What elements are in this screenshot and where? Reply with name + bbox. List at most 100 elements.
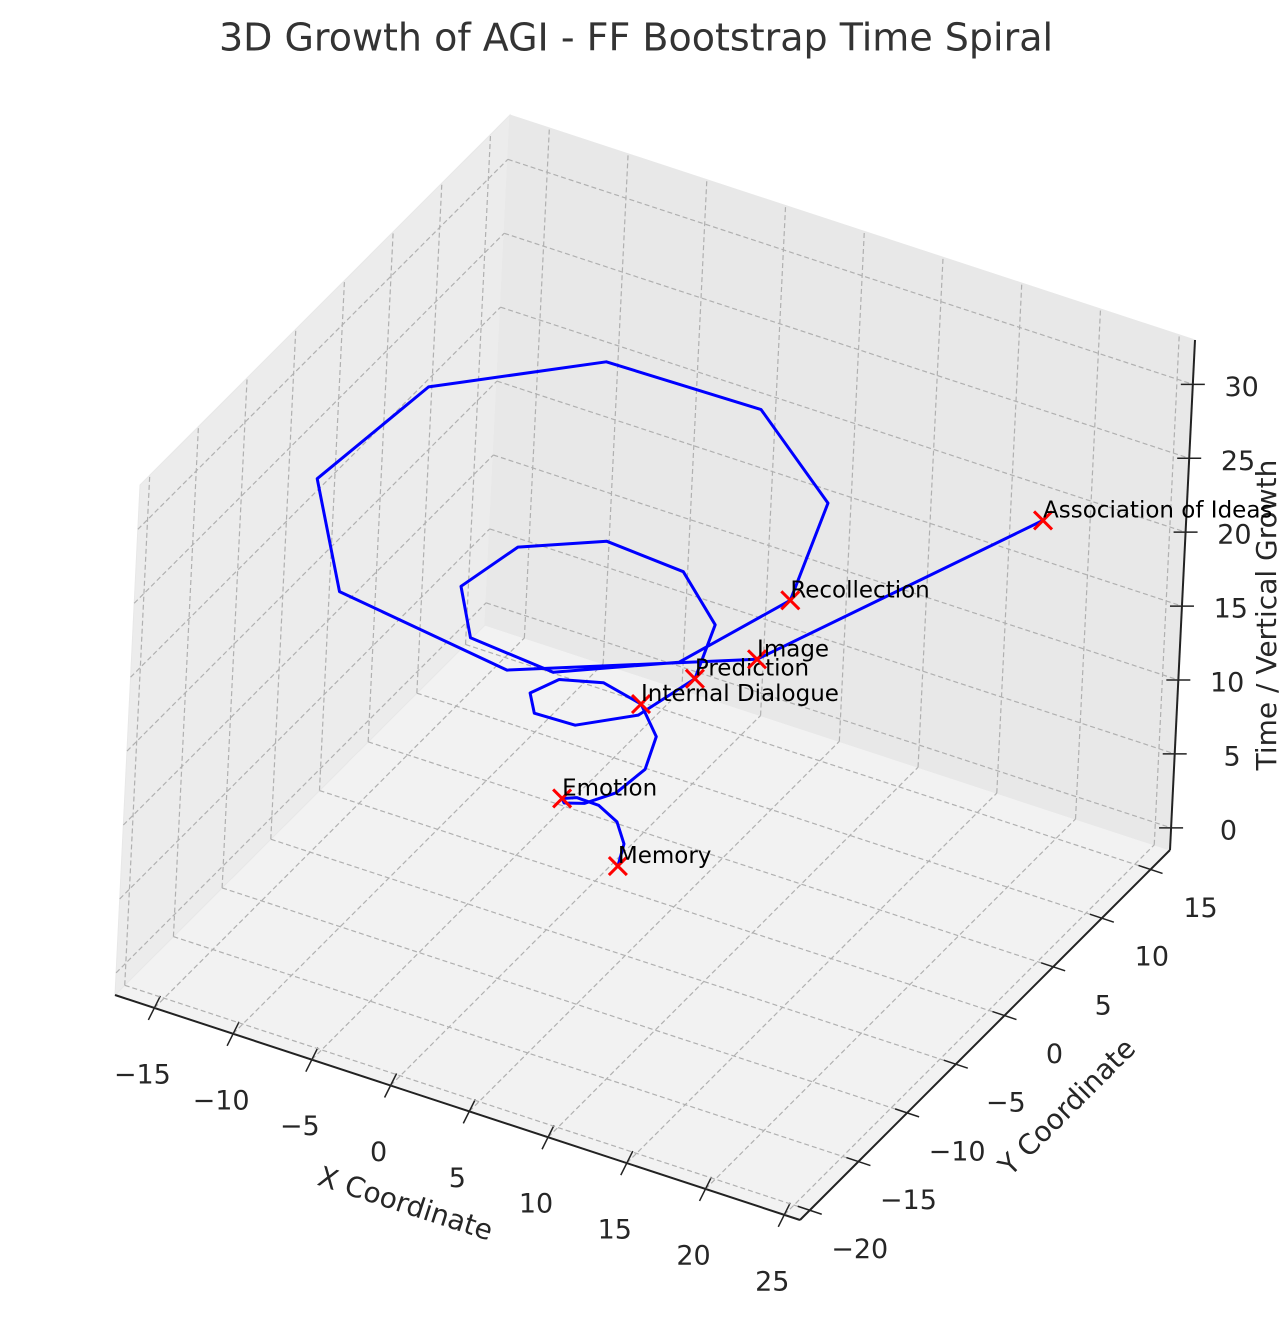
point-marker bbox=[780, 590, 801, 611]
grid-line bbox=[416, 183, 443, 694]
grid-line bbox=[996, 283, 1023, 794]
marker-stroke bbox=[684, 668, 705, 689]
y-tick-label: 15 bbox=[1183, 893, 1217, 924]
x-tick-label: −10 bbox=[193, 1085, 250, 1116]
tick-mark bbox=[698, 1176, 713, 1202]
grid-line bbox=[130, 306, 502, 678]
z-tick-label: 20 bbox=[1217, 520, 1251, 551]
grid-line bbox=[137, 158, 509, 530]
grid-line bbox=[917, 257, 944, 768]
grid-line bbox=[493, 454, 1179, 681]
axis-line bbox=[114, 994, 801, 1221]
marker-stroke bbox=[607, 855, 628, 877]
grid-line bbox=[311, 689, 683, 1061]
y-tick-label: −10 bbox=[929, 1136, 986, 1167]
grid-line bbox=[232, 663, 604, 1035]
x-tick-label: 25 bbox=[755, 1266, 789, 1297]
axis-line bbox=[1169, 339, 1196, 851]
grid-line bbox=[133, 232, 505, 604]
point-label: Prediction bbox=[695, 656, 809, 682]
z-tick-label: 0 bbox=[1220, 815, 1237, 846]
point-marker bbox=[607, 855, 628, 877]
grid-line bbox=[464, 134, 492, 645]
grid-line bbox=[523, 127, 550, 638]
grid-line bbox=[416, 692, 1103, 919]
tick-mark bbox=[620, 1150, 634, 1176]
tick-mark bbox=[226, 1021, 240, 1047]
grid-line bbox=[122, 454, 494, 826]
grid-line bbox=[489, 528, 1175, 755]
grid-line bbox=[1074, 308, 1102, 819]
grid-line bbox=[500, 306, 1186, 533]
grid-line bbox=[221, 887, 908, 1114]
grid-line bbox=[367, 741, 1054, 968]
tick-mark bbox=[1089, 913, 1115, 923]
grid-line bbox=[504, 232, 1190, 459]
x-tick-label: 5 bbox=[449, 1163, 466, 1194]
tick-mark bbox=[305, 1047, 319, 1072]
point-marker bbox=[746, 649, 768, 670]
tick-mark bbox=[1138, 864, 1163, 875]
grid-line bbox=[270, 838, 956, 1065]
grid-line bbox=[115, 602, 487, 974]
y-tick-label: 10 bbox=[1135, 942, 1169, 973]
grid-line bbox=[221, 377, 248, 888]
grid-line bbox=[172, 426, 200, 937]
grid-line bbox=[318, 280, 346, 791]
point-marker bbox=[630, 693, 652, 715]
z-tick-label: 15 bbox=[1214, 594, 1248, 625]
grid-line bbox=[1153, 334, 1180, 845]
grid-line bbox=[626, 792, 998, 1164]
tick-mark bbox=[462, 1099, 476, 1124]
grid-line bbox=[126, 380, 498, 752]
grid-line bbox=[496, 380, 1183, 607]
tick-mark bbox=[894, 1108, 920, 1118]
z-axis-label: Time / Vertical Growth bbox=[1250, 460, 1283, 772]
grid-line bbox=[367, 231, 394, 742]
x-tick-label: 10 bbox=[519, 1189, 553, 1220]
marker-stroke bbox=[746, 649, 768, 670]
point-label: Emotion bbox=[562, 775, 657, 801]
point-marker bbox=[552, 788, 573, 809]
grid-line bbox=[119, 528, 491, 900]
z-tick-label: 5 bbox=[1224, 741, 1241, 772]
x-tick-label: 20 bbox=[676, 1240, 710, 1271]
tick-mark bbox=[1040, 962, 1066, 972]
grid-line bbox=[838, 231, 865, 742]
point-label: Internal Dialogue bbox=[641, 681, 839, 707]
point-marker bbox=[1032, 510, 1054, 531]
y-tick-label: −5 bbox=[986, 1088, 1026, 1119]
grid-line bbox=[507, 158, 1194, 385]
grid-line bbox=[390, 715, 761, 1086]
grid-line bbox=[124, 475, 151, 986]
grid-line bbox=[468, 740, 840, 1112]
grid-line bbox=[681, 179, 708, 690]
tick-mark bbox=[992, 1010, 1017, 1021]
chart-title: 3D Growth of AGI - FF Bootstrap Time Spi… bbox=[219, 16, 1053, 60]
point-label: Association of Ideas bbox=[1043, 497, 1272, 523]
z-tick-label: 25 bbox=[1221, 446, 1255, 477]
y-tick-label: −20 bbox=[831, 1234, 888, 1265]
axis-line bbox=[799, 849, 1171, 1221]
x-tick-label: 15 bbox=[598, 1215, 632, 1246]
y-tick-label: 0 bbox=[1046, 1039, 1063, 1070]
point-marker bbox=[684, 668, 705, 689]
x-axis-label: X Coordinate bbox=[314, 1160, 497, 1247]
tick-mark bbox=[383, 1073, 398, 1098]
tick-mark bbox=[943, 1059, 969, 1069]
grid-line bbox=[173, 936, 859, 1163]
marker-stroke bbox=[1032, 510, 1054, 531]
grid-line bbox=[705, 818, 1076, 1190]
tick-mark bbox=[846, 1156, 871, 1167]
z-tick-label: 30 bbox=[1224, 372, 1258, 403]
x-tick-label: 0 bbox=[370, 1137, 387, 1168]
marker-stroke bbox=[630, 693, 652, 715]
tick-mark bbox=[147, 995, 162, 1021]
grid-line bbox=[153, 637, 525, 1009]
grid-line bbox=[485, 602, 1172, 829]
y-tick-label: 5 bbox=[1095, 990, 1112, 1021]
point-label: Image bbox=[757, 636, 829, 662]
x-tick-label: −5 bbox=[280, 1111, 320, 1142]
grid-line bbox=[759, 205, 787, 716]
